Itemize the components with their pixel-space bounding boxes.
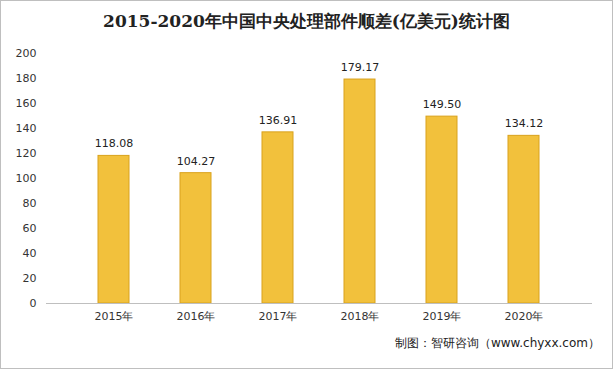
svg-text:149.50: 149.50 xyxy=(423,98,462,111)
svg-text:80: 80 xyxy=(23,197,37,210)
svg-text:60: 60 xyxy=(23,222,37,235)
svg-text:2017年: 2017年 xyxy=(259,310,298,323)
svg-text:2019年: 2019年 xyxy=(423,310,462,323)
svg-text:200: 200 xyxy=(16,47,37,60)
svg-text:40: 40 xyxy=(23,247,37,260)
html-text:2015-2020年中国中央处理部件顺差(亿美元)统计图: 2015-2020年中国中央处理部件顺差(亿美元)统计图 xyxy=(103,11,510,31)
svg-text:136.91: 136.91 xyxy=(259,114,298,127)
svg-text:0: 0 xyxy=(30,297,37,310)
svg-text:2016年: 2016年 xyxy=(177,310,216,323)
svg-text:179.17: 179.17 xyxy=(341,61,380,74)
svg-text:2020年: 2020年 xyxy=(505,310,544,323)
svg-text:20: 20 xyxy=(23,272,37,285)
svg-text:140: 140 xyxy=(16,122,37,135)
svg-text:118.08: 118.08 xyxy=(95,137,134,150)
svg-text:134.12: 134.12 xyxy=(505,117,544,130)
svg-text:120: 120 xyxy=(16,147,37,160)
svg-text:104.27: 104.27 xyxy=(177,155,216,168)
html-text:制图：智研咨询（www.chyxx.com）: 制图：智研咨询（www.chyxx.com） xyxy=(394,336,600,350)
svg-text:160: 160 xyxy=(16,97,37,110)
svg-text:100: 100 xyxy=(16,172,37,185)
svg-text:2018年: 2018年 xyxy=(341,310,380,323)
svg-text:2015年: 2015年 xyxy=(95,310,134,323)
svg-text:180: 180 xyxy=(16,72,37,85)
